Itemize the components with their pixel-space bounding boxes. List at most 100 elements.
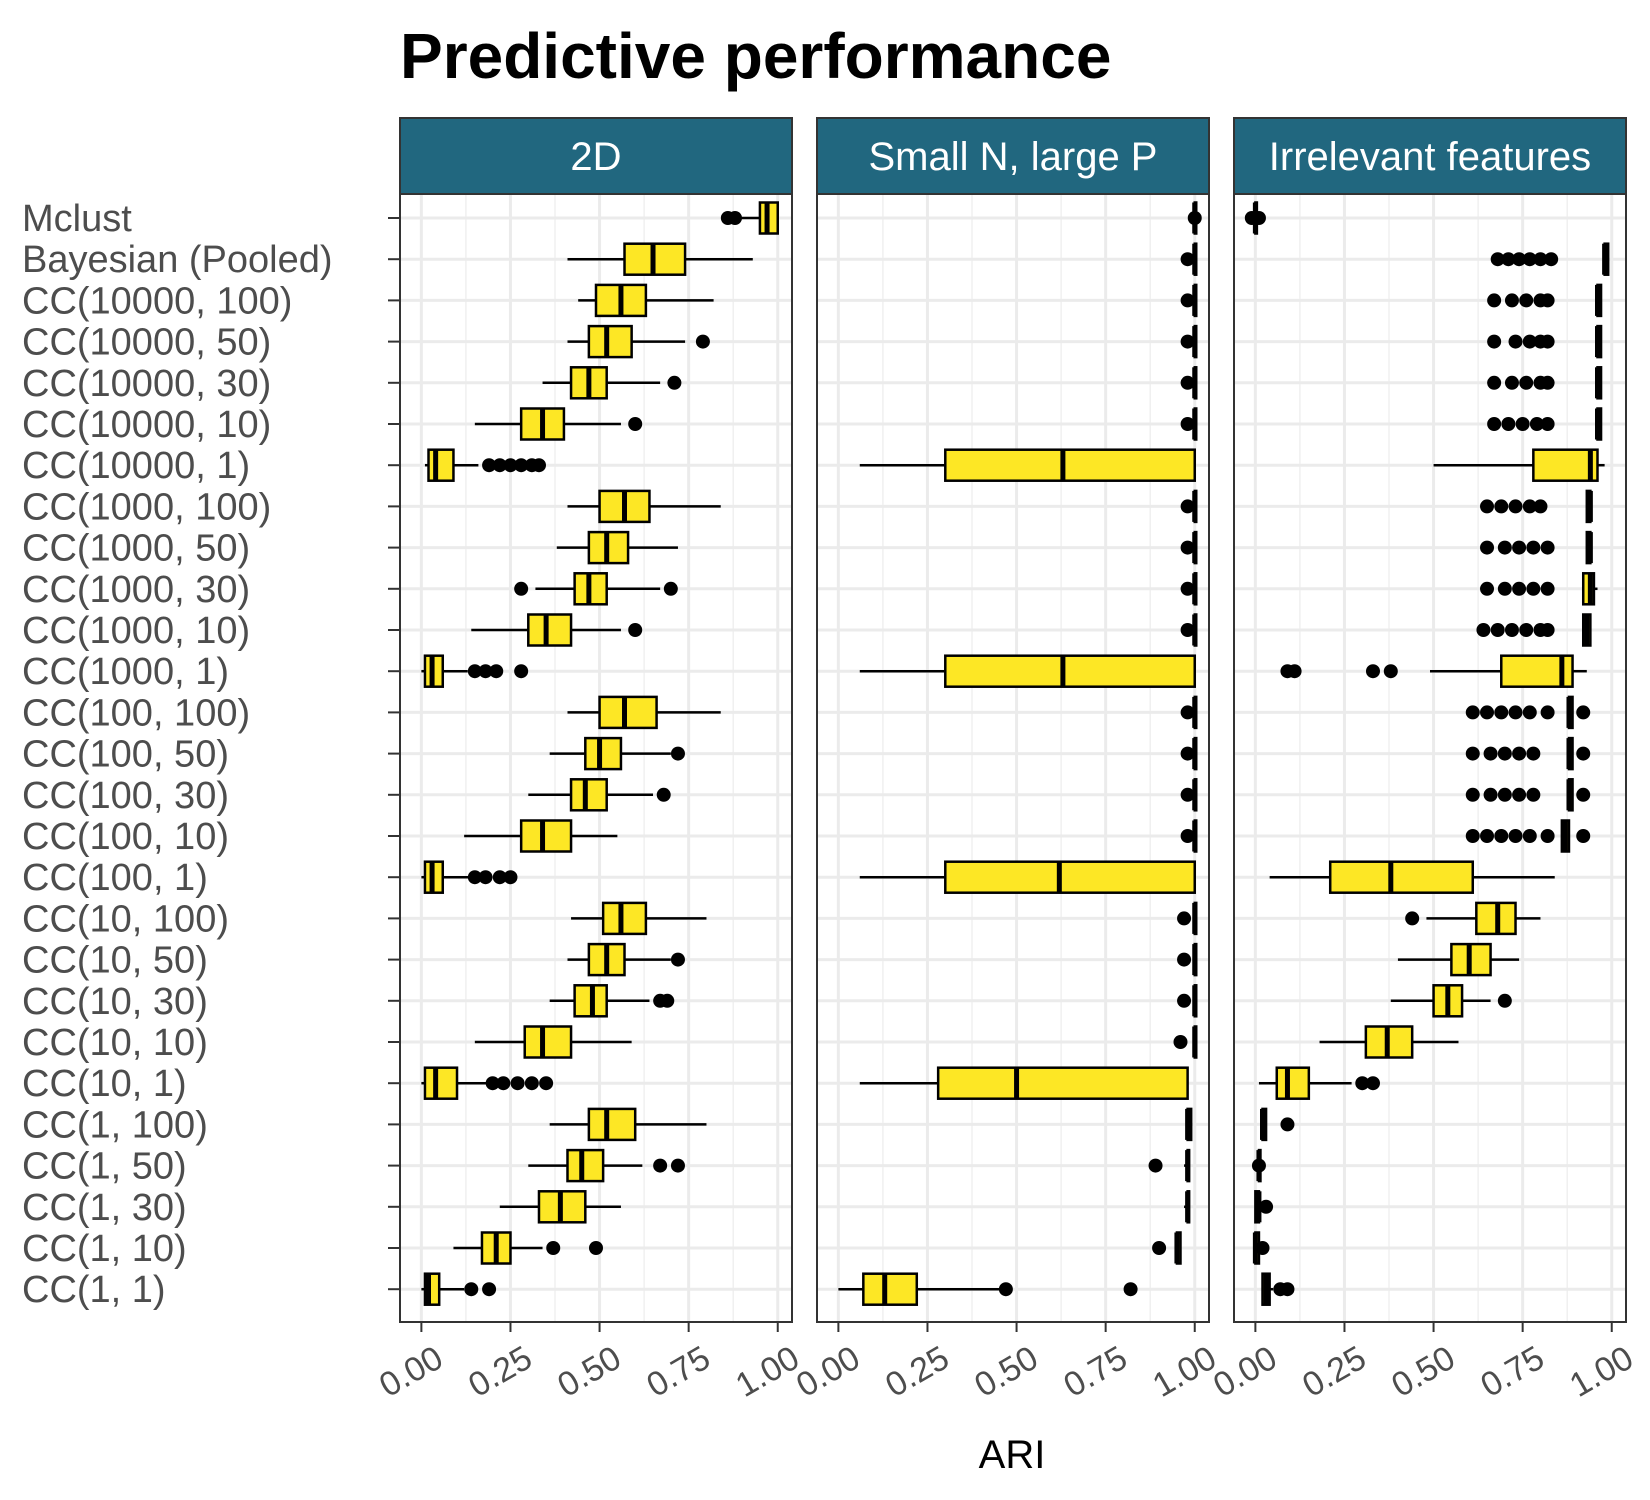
boxplot xyxy=(567,489,721,524)
outlier-point xyxy=(1519,375,1534,390)
outlier-point xyxy=(1490,252,1505,267)
outlier-point xyxy=(1490,623,1505,637)
box-iqr xyxy=(527,613,573,647)
outlier-point xyxy=(1512,787,1527,802)
outlier-point xyxy=(482,1282,497,1297)
facet-panel: 2D0.00 0.25 0.50 0.75 1.00 xyxy=(373,117,806,1405)
box-iqr xyxy=(587,324,633,359)
boxplot xyxy=(578,283,714,318)
outlier-point xyxy=(1251,211,1266,225)
outlier-point xyxy=(503,458,518,473)
boxplot xyxy=(1180,613,1198,647)
outlier-point xyxy=(1251,1158,1266,1173)
facet-panel: Small N, large P0.00 0.25 0.50 0.75 1.00 xyxy=(790,117,1223,1405)
outlier-point xyxy=(1526,540,1541,555)
facet-panel: Irrelevant features 0.00 0.25 0.50 0.75 1.00 xyxy=(1207,117,1640,1405)
outlier-point xyxy=(503,870,518,885)
boxplot xyxy=(453,1231,603,1265)
outlier-point xyxy=(1512,746,1527,761)
boxplot xyxy=(549,1107,707,1142)
outlier-point xyxy=(464,1282,479,1297)
boxplot xyxy=(421,1066,554,1100)
boxplot xyxy=(1180,366,1198,400)
facet-strip-label: Irrelevant features xyxy=(1269,135,1591,179)
facet-strip-label: 2D xyxy=(570,135,621,179)
y-tick-label: CC(10000, 100) xyxy=(22,280,292,322)
y-tick-label: Bayesian (Pooled) xyxy=(22,239,333,281)
box-iqr xyxy=(427,448,455,482)
boxplot xyxy=(1261,1272,1295,1306)
outlier-point xyxy=(1504,375,1519,390)
panel-border xyxy=(816,193,1210,1323)
boxplot xyxy=(1258,1066,1380,1100)
outlier-point xyxy=(496,1076,511,1091)
y-tick-label: CC(10000, 30) xyxy=(22,363,271,405)
outlier-point xyxy=(1480,829,1495,843)
boxplot xyxy=(1252,1231,1270,1265)
boxplot xyxy=(567,324,710,359)
x-tick-label: 0.00 xyxy=(1207,1339,1283,1405)
outlier-point xyxy=(1508,499,1523,514)
x-tick-label: 0.25 xyxy=(879,1339,955,1405)
outlier-point xyxy=(478,664,493,679)
y-tick-label: CC(10, 1) xyxy=(22,1063,187,1105)
outlier-point xyxy=(1177,993,1192,1008)
boxplot xyxy=(720,201,779,235)
outlier-point xyxy=(546,1241,561,1255)
boxplot xyxy=(474,1025,632,1059)
y-tick-label: CC(1000, 100) xyxy=(22,486,271,528)
outlier-point xyxy=(1540,334,1555,349)
outlier-point xyxy=(1480,540,1495,555)
boxplot xyxy=(1465,695,1591,730)
box-iqr xyxy=(519,819,573,853)
outlier-point xyxy=(1152,1241,1167,1255)
x-tick-label: 0.00 xyxy=(790,1339,866,1405)
boxplot xyxy=(514,572,678,606)
boxplot xyxy=(1433,448,1605,482)
boxplot xyxy=(1465,778,1591,812)
outlier-point xyxy=(660,993,675,1008)
x-tick-label: 0.75 xyxy=(1057,1339,1133,1405)
boxplot xyxy=(567,942,685,977)
x-tick-label: 0.75 xyxy=(1474,1339,1550,1405)
outlier-point xyxy=(1497,581,1512,596)
outlier-point xyxy=(1280,1117,1295,1132)
box-iqr xyxy=(569,778,608,812)
y-tick-label: CC(100, 100) xyxy=(22,692,250,734)
outlier-point xyxy=(492,458,507,473)
outlier-point xyxy=(1365,664,1380,679)
outlier-point xyxy=(514,458,529,473)
boxplot xyxy=(1405,901,1541,936)
y-tick-label: CC(100, 10) xyxy=(22,816,229,858)
outlier-point xyxy=(1576,787,1591,802)
outlier-point xyxy=(1526,787,1541,802)
boxplot xyxy=(838,1272,1138,1306)
outlier-point xyxy=(1533,499,1548,514)
outlier-point xyxy=(1504,293,1519,308)
boxplot xyxy=(1254,1190,1274,1224)
boxplot xyxy=(1465,736,1591,771)
boxplot xyxy=(1244,201,1266,235)
outlier-point xyxy=(1540,623,1555,637)
outlier-point xyxy=(1576,746,1591,761)
y-tick-label: CC(10, 50) xyxy=(22,940,208,982)
facet-strip xyxy=(399,117,793,195)
boxplot xyxy=(1180,283,1198,318)
boxplot xyxy=(1180,695,1198,730)
boxplot xyxy=(859,1066,1189,1100)
boxplot xyxy=(1185,1107,1193,1142)
boxplot xyxy=(1490,242,1610,276)
outlier-point xyxy=(1487,417,1502,431)
boxplot xyxy=(1260,1107,1295,1142)
x-tick-label: 0.00 xyxy=(373,1339,449,1405)
boxplot xyxy=(549,984,675,1018)
y-tick-label: Mclust xyxy=(22,198,132,240)
outlier-point xyxy=(1259,1199,1274,1214)
y-tick-label: CC(100, 50) xyxy=(22,734,229,776)
outlier-point xyxy=(1522,252,1537,267)
boxplot xyxy=(1465,819,1591,853)
chart-title: Predictive performance xyxy=(400,20,1111,92)
outlier-point xyxy=(1180,499,1195,514)
outlier-point xyxy=(1465,705,1480,720)
